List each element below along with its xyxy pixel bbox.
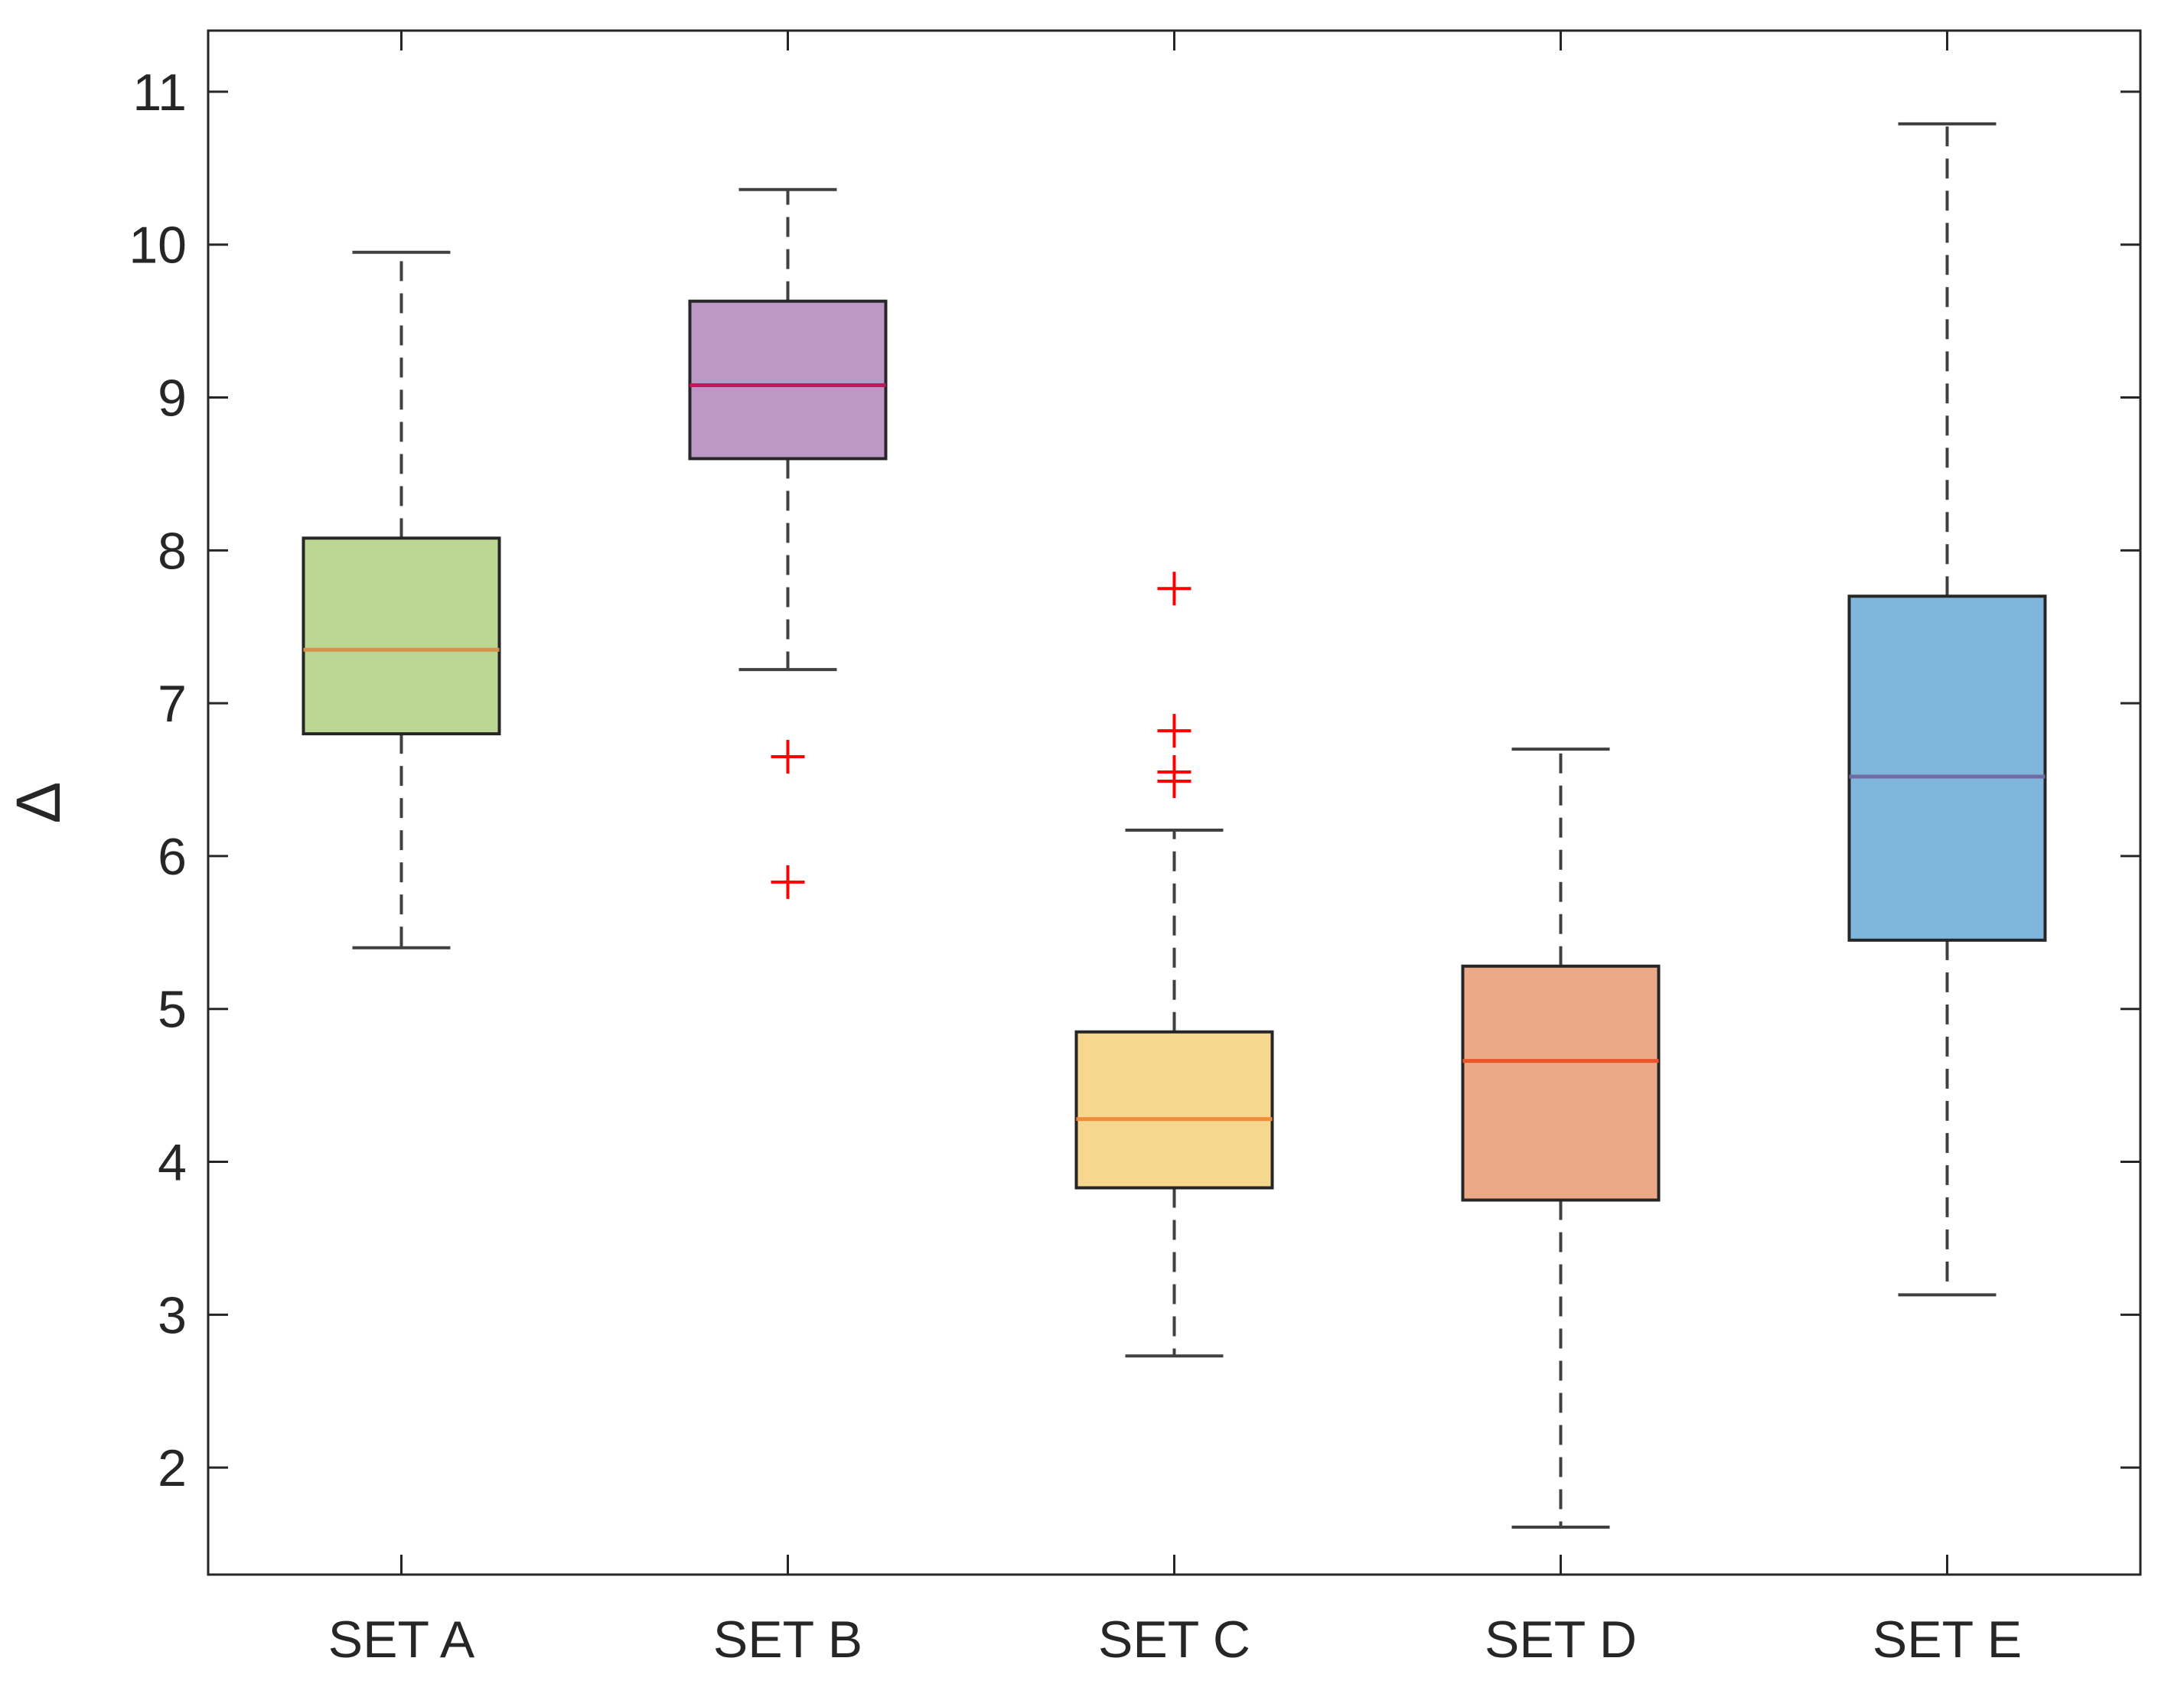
box-iqr	[1847, 594, 2047, 942]
y-tick-label: 3	[158, 1286, 187, 1344]
box-group	[1461, 748, 1661, 1529]
y-tick-label: 8	[158, 522, 187, 580]
x-category-label: SET C	[1098, 1611, 1250, 1669]
outlier-marker	[1157, 764, 1191, 799]
outlier-marker	[771, 865, 805, 899]
x-category-label: SET D	[1485, 1611, 1637, 1669]
box-iqr	[1074, 1030, 1274, 1190]
y-tick-label: 4	[158, 1134, 187, 1192]
y-tick-label: 11	[132, 64, 187, 122]
box-group	[302, 250, 501, 949]
y-tick-label: 6	[158, 828, 187, 886]
x-category-label: SET A	[328, 1611, 475, 1669]
outlier-marker	[771, 740, 805, 774]
x-category-label: SET E	[1873, 1611, 2022, 1669]
box-iqr	[688, 299, 888, 461]
outlier-marker	[1157, 714, 1191, 748]
y-tick-label: 5	[158, 981, 187, 1039]
box-iqr	[302, 536, 501, 736]
y-tick-label: 2	[158, 1439, 187, 1497]
axes-layer: 2 3 4 5 6 7 8 9 10 11 SET A SET B SET C SET D SET E	[129, 31, 2140, 1669]
x-category-label: SET B	[713, 1611, 862, 1669]
y-tick-label: 9	[158, 370, 187, 428]
box-group	[1847, 122, 2047, 1297]
outlier-marker	[1157, 572, 1191, 606]
y-tick-label: 7	[158, 675, 187, 733]
y-axis-label: Δ	[4, 782, 73, 824]
boxes-layer	[302, 122, 2047, 1529]
box-iqr	[1461, 964, 1661, 1202]
y-tick-label: 10	[129, 217, 187, 275]
box-group	[1074, 572, 1274, 1358]
box-group	[688, 187, 888, 899]
